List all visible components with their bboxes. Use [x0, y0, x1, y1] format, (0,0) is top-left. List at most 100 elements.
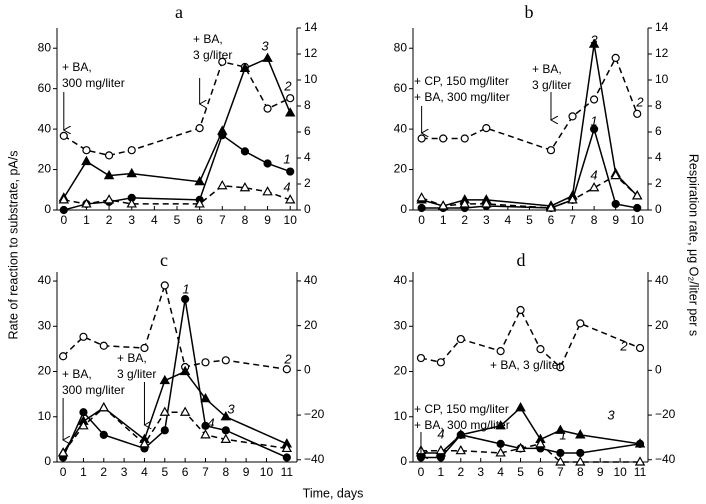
marker [140, 343, 149, 353]
annotation: + CP, 150 mg/liter [414, 74, 509, 88]
marker [127, 146, 136, 155]
x-tick-label: 11 [634, 465, 647, 479]
annotation: 300 mg/liter [62, 383, 125, 397]
panel-title: d [517, 250, 526, 270]
marker [575, 456, 586, 466]
marker [194, 175, 205, 186]
marker [126, 198, 137, 208]
series-line [62, 282, 287, 370]
marker [194, 198, 205, 208]
marker [576, 319, 585, 328]
marker [568, 112, 577, 121]
marker [59, 131, 68, 140]
marker [611, 53, 620, 63]
marker [81, 198, 92, 208]
y-tick-label: 60 [394, 81, 408, 95]
marker [496, 439, 505, 449]
series-line [63, 184, 291, 205]
marker [103, 169, 115, 180]
marker [201, 358, 210, 367]
x-tick-label: 3 [121, 465, 128, 479]
series-label: 1 [182, 281, 189, 296]
x-tick-label: 7 [202, 465, 209, 479]
annotation: + BA, 300 mg/liter [414, 90, 510, 104]
marker [515, 401, 526, 412]
marker [195, 124, 204, 133]
marker [179, 365, 191, 376]
marker [635, 343, 645, 353]
y2-tick-label: 0 [304, 202, 311, 216]
y2-tick-label: −20 [304, 407, 325, 421]
annotation: + BA, [62, 60, 92, 74]
marker [545, 202, 557, 212]
y-tick-label: 20 [38, 162, 52, 176]
marker [58, 194, 70, 204]
x-tick-label: 4 [505, 213, 512, 227]
y-tick-label: 10 [394, 409, 408, 423]
x-tick-label: 11 [281, 465, 294, 479]
x-tick-label: 10 [631, 213, 645, 227]
marker [456, 334, 465, 344]
y2-tick-label: 4 [655, 150, 662, 164]
marker [57, 447, 69, 457]
x-tick-label: 2 [106, 213, 113, 227]
x-tick-label: 8 [222, 465, 229, 479]
marker [481, 198, 492, 208]
y-tick-label: 0 [400, 202, 407, 216]
series-label: 3 [607, 407, 615, 422]
y2-tick-label: 2 [304, 176, 311, 190]
marker [455, 429, 467, 439]
y2-tick-label: 40 [655, 273, 669, 287]
marker [633, 203, 642, 213]
x-tick-label: 5 [174, 213, 181, 227]
y-tick-label: 40 [394, 121, 408, 135]
marker [536, 345, 545, 354]
annotation: + BA, 300 mg/liter [414, 418, 510, 432]
marker [240, 147, 250, 156]
marker [239, 62, 251, 73]
marker [575, 429, 586, 439]
annotation: + BA, 3 g/liter [490, 358, 562, 372]
marker [159, 406, 171, 416]
x-tick-label: 0 [418, 465, 425, 479]
x-tick-label: 7 [557, 465, 564, 479]
marker [555, 456, 566, 466]
marker [633, 109, 642, 118]
x-tick-label: 3 [483, 213, 490, 227]
x-tick-label: 7 [569, 213, 576, 227]
annotation: 3 g/liter [193, 48, 232, 62]
x-tick-label: 9 [264, 213, 271, 227]
panel-title: a [175, 2, 183, 22]
marker [439, 134, 448, 143]
y-tick-label: 30 [394, 318, 408, 332]
x-tick-label: 6 [182, 465, 189, 479]
x-tick-label: 1 [440, 213, 447, 227]
marker [417, 203, 426, 213]
marker [495, 447, 506, 457]
marker [263, 159, 272, 168]
y2-tick-label: 8 [655, 98, 662, 112]
annotation: 3 g/liter [532, 78, 571, 92]
x-tick-label: 0 [60, 465, 67, 479]
y-tick-label: 40 [394, 273, 408, 287]
marker [103, 194, 115, 204]
marker [495, 420, 506, 430]
marker [98, 401, 110, 412]
marker [221, 356, 230, 365]
y-tick-label: 20 [394, 364, 408, 378]
marker [284, 107, 296, 117]
marker [496, 347, 505, 356]
marker [99, 430, 108, 439]
annotation: + BA, [193, 32, 223, 46]
marker [634, 438, 646, 448]
marker [417, 134, 426, 143]
marker [78, 420, 89, 430]
annotation: + BA, [532, 62, 562, 76]
y2-tick-label: 6 [655, 124, 662, 138]
marker [459, 198, 470, 208]
x-tick-label: 5 [161, 465, 168, 479]
marker [282, 365, 291, 374]
y-tick-label: 0 [400, 454, 407, 468]
panel-title: c [160, 250, 168, 270]
y2-tick-label: 0 [655, 363, 662, 377]
